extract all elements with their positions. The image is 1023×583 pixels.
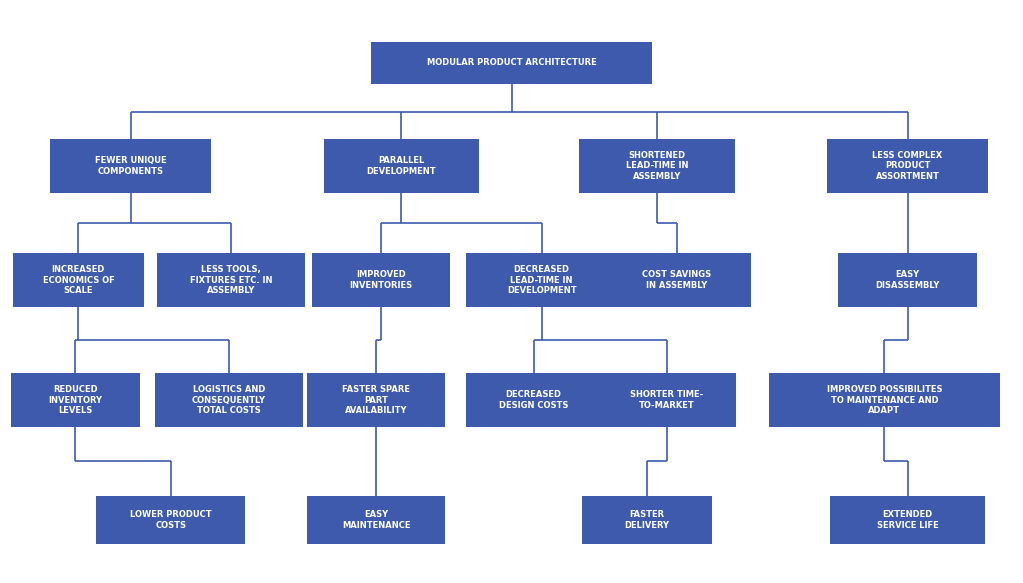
FancyBboxPatch shape [828,139,988,193]
Text: COST SAVINGS
IN ASSEMBLY: COST SAVINGS IN ASSEMBLY [642,271,711,290]
FancyBboxPatch shape [96,496,244,545]
FancyBboxPatch shape [582,496,712,545]
FancyBboxPatch shape [13,253,143,307]
Text: FASTER
DELIVERY: FASTER DELIVERY [624,510,669,530]
Text: DECREASED
LEAD-TIME IN
DEVELOPMENT: DECREASED LEAD-TIME IN DEVELOPMENT [506,265,576,295]
Text: EASY
MAINTENANCE: EASY MAINTENANCE [342,510,410,530]
FancyBboxPatch shape [769,373,999,427]
Text: EXTENDED
SERVICE LIFE: EXTENDED SERVICE LIFE [877,510,938,530]
Text: LOGISTICS AND
CONSEQUENTLY
TOTAL COSTS: LOGISTICS AND CONSEQUENTLY TOTAL COSTS [191,385,266,415]
Text: MODULAR PRODUCT ARCHITECTURE: MODULAR PRODUCT ARCHITECTURE [427,58,596,68]
Text: IMPROVED
INVENTORIES: IMPROVED INVENTORIES [350,271,412,290]
Text: LOWER PRODUCT
COSTS: LOWER PRODUCT COSTS [130,510,212,530]
FancyBboxPatch shape [323,139,479,193]
Text: LESS TOOLS,
FIXTURES ETC. IN
ASSEMBLY: LESS TOOLS, FIXTURES ETC. IN ASSEMBLY [189,265,272,295]
FancyBboxPatch shape [154,373,303,427]
FancyBboxPatch shape [830,496,985,545]
Text: SHORTENED
LEAD-TIME IN
ASSEMBLY: SHORTENED LEAD-TIME IN ASSEMBLY [626,151,688,181]
FancyBboxPatch shape [11,373,139,427]
Text: FASTER SPARE
PART
AVAILABILITY: FASTER SPARE PART AVAILABILITY [342,385,410,415]
Text: LESS COMPLEX
PRODUCT
ASSORTMENT: LESS COMPLEX PRODUCT ASSORTMENT [873,151,942,181]
FancyBboxPatch shape [465,373,602,427]
FancyBboxPatch shape [371,41,652,85]
FancyBboxPatch shape [838,253,977,307]
FancyBboxPatch shape [597,373,737,427]
Text: REDUCED
INVENTORY
LEVELS: REDUCED INVENTORY LEVELS [48,385,102,415]
Text: FEWER UNIQUE
COMPONENTS: FEWER UNIQUE COMPONENTS [95,156,167,175]
FancyBboxPatch shape [312,253,450,307]
FancyBboxPatch shape [307,373,445,427]
FancyBboxPatch shape [307,496,445,545]
Text: SHORTER TIME-
TO-MARKET: SHORTER TIME- TO-MARKET [630,391,704,410]
FancyBboxPatch shape [466,253,617,307]
Text: DECREASED
DESIGN COSTS: DECREASED DESIGN COSTS [499,391,568,410]
Text: EASY
DISASSEMBLY: EASY DISASSEMBLY [876,271,940,290]
FancyBboxPatch shape [579,139,735,193]
Text: PARALLEL
DEVELOPMENT: PARALLEL DEVELOPMENT [366,156,436,175]
FancyBboxPatch shape [603,253,751,307]
Text: IMPROVED POSSIBILITES
TO MAINTENANCE AND
ADAPT: IMPROVED POSSIBILITES TO MAINTENANCE AND… [827,385,942,415]
FancyBboxPatch shape [157,253,305,307]
FancyBboxPatch shape [50,139,211,193]
Text: INCREASED
ECONOMICS OF
SCALE: INCREASED ECONOMICS OF SCALE [43,265,115,295]
